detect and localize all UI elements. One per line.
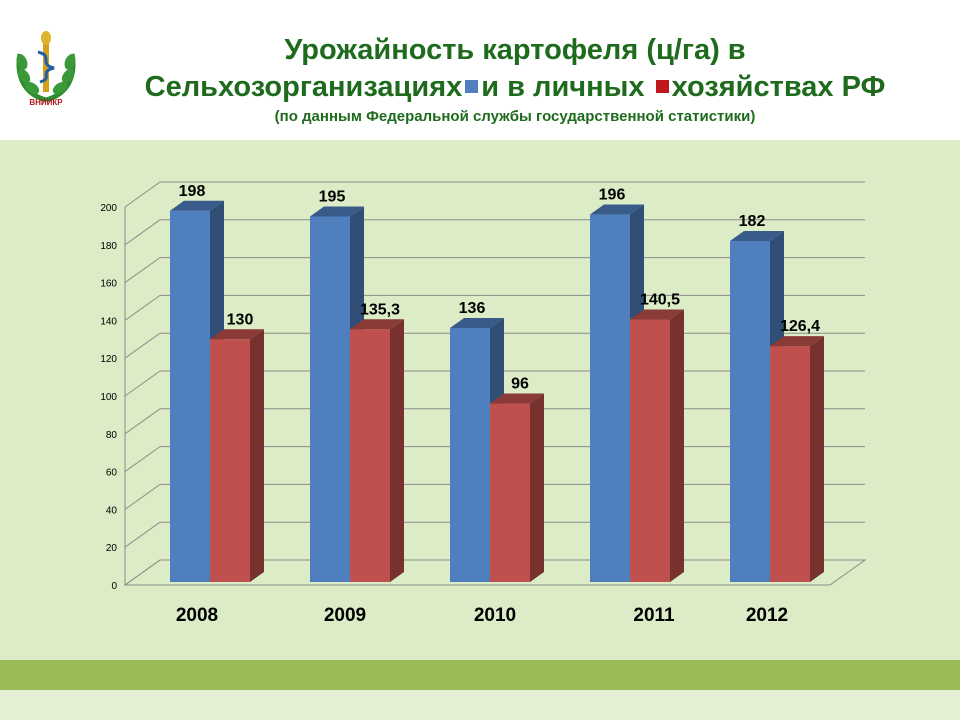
bar-chart: 0 20 40 60 80 100 120 140 160 180 200 198 130 2008 195…: [100, 181, 867, 626]
bar: [350, 329, 390, 582]
bar-top: [590, 204, 644, 215]
data-label: 126,4: [780, 318, 820, 335]
bar-side: [670, 309, 684, 582]
bar-top: [450, 317, 504, 328]
bar: [490, 403, 530, 582]
y-tick-label: 40: [106, 505, 118, 516]
x-category-label: 2011: [633, 605, 675, 626]
page-title: Урожайность картофеля (ц/га) в Сельхозор…: [95, 32, 935, 128]
logo-label: ВНИИКР: [29, 98, 63, 107]
gridline-side: [124, 294, 161, 321]
title-part-3: хозяйствах РФ: [671, 71, 886, 103]
x-category-label: 2009: [324, 605, 366, 626]
y-tick-label: 100: [100, 392, 117, 403]
gridline-side: [124, 370, 161, 397]
x-category-label: 2012: [746, 605, 788, 626]
data-label: 198: [179, 183, 206, 200]
bar: [450, 327, 490, 582]
gridline-side: [124, 408, 161, 435]
bar-side: [530, 393, 544, 582]
y-tick-label: 180: [100, 241, 117, 252]
chart-panel: 0 20 40 60 80 100 120 140 160 180 200 198 130 2008 195…: [0, 140, 960, 660]
data-label: 130: [227, 311, 254, 328]
data-label: 195: [319, 188, 346, 205]
title-line-2: Сельхозорганизациях и в личных хозяйствах…: [95, 68, 935, 106]
x-category-label: 2008: [176, 605, 218, 626]
gridline-side: [124, 521, 161, 548]
bar-top: [210, 329, 264, 340]
gridline-side: [124, 332, 161, 359]
title-line-1: Урожайность картофеля (ц/га) в: [284, 34, 746, 66]
data-label: 96: [511, 376, 529, 393]
bottom-band: [0, 690, 960, 720]
bar: [170, 210, 210, 582]
gridline-side: [124, 446, 161, 473]
data-label: 140,5: [640, 291, 680, 308]
bottom-stripe: [0, 660, 960, 690]
data-label: 135,3: [360, 301, 400, 318]
bar-top: [490, 393, 544, 404]
y-tick-label: 140: [100, 316, 117, 327]
bar: [310, 216, 350, 582]
data-label: 196: [599, 187, 626, 204]
gridline-side: [124, 559, 161, 586]
data-label: 182: [739, 213, 766, 230]
bar-side: [250, 329, 264, 582]
bar-side: [810, 336, 824, 582]
gridline-side: [124, 257, 161, 284]
title-part-2: и в личных: [481, 71, 645, 103]
bar-top: [770, 336, 824, 347]
bar-top: [170, 200, 224, 211]
bar: [210, 339, 250, 582]
y-tick-label: 200: [100, 203, 117, 214]
series2-legend-marker: [655, 79, 669, 93]
vniikr-logo: ВНИИКР: [10, 28, 82, 108]
bar-top: [310, 206, 364, 217]
page-subtitle: (по данным Федеральной службы государств…: [274, 108, 756, 125]
bar-side: [390, 319, 404, 582]
series1-legend-marker: [465, 79, 479, 93]
bar: [590, 214, 630, 582]
bar: [770, 346, 810, 582]
bar-top: [630, 309, 684, 320]
y-tick-label: 0: [111, 581, 117, 592]
gridline-side: [124, 219, 161, 246]
y-tick-label: 160: [100, 279, 117, 290]
title-part-1: Сельхозорганизациях: [144, 71, 463, 103]
bar: [630, 319, 670, 582]
y-tick-label: 80: [106, 430, 118, 441]
bar-top: [730, 231, 784, 242]
x-category-label: 2010: [474, 605, 516, 626]
y-tick-label: 20: [106, 543, 118, 554]
bar-top: [350, 319, 404, 330]
data-label: 136: [459, 300, 486, 317]
y-tick-label: 60: [106, 468, 118, 479]
gridline-side: [124, 483, 161, 510]
gridline-side: [124, 181, 161, 208]
bar: [730, 241, 770, 582]
y-tick-label: 120: [100, 354, 117, 365]
